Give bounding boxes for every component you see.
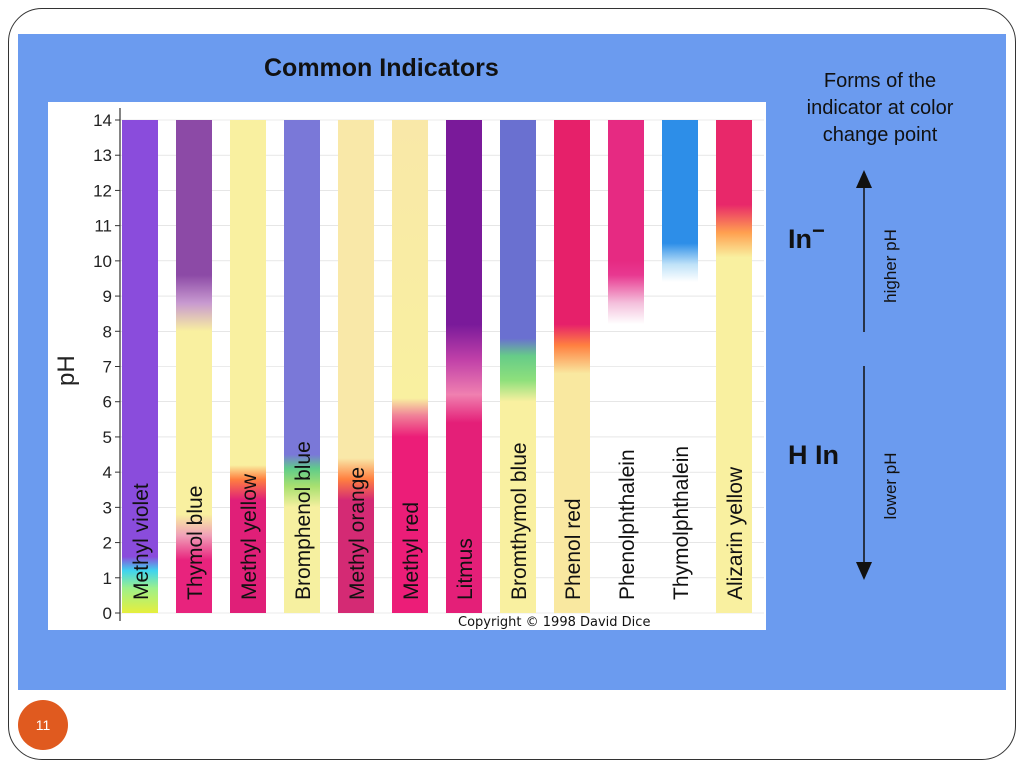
indicator-label: Methyl yellow [238, 473, 261, 600]
indicator-bar [122, 120, 158, 613]
indicator-label: Bromthymol blue [508, 442, 531, 600]
down-arrow-icon [856, 366, 872, 580]
y-tick-label: 9 [103, 287, 112, 306]
acid-form-label: H In [788, 440, 839, 470]
slide-number: 11 [18, 700, 68, 750]
indicator-bar [716, 120, 752, 613]
y-tick-label: 1 [103, 569, 112, 588]
chart-area: 0 1 2 3 4 5 6 7 8 9 10 11 12 13 14 Methyl violet Thymol… [48, 102, 766, 630]
indicator-bar [446, 120, 482, 613]
y-tick-label: 3 [103, 498, 112, 517]
indicator-bar [230, 120, 266, 613]
legend-title-line: Forms of the [823, 70, 937, 92]
up-arrow-icon [856, 170, 872, 332]
y-tick-label: 6 [103, 393, 112, 412]
y-tick-label: 4 [103, 463, 112, 482]
indicator-label: Methyl red [400, 502, 423, 600]
chart-title: Common Indicators [264, 54, 499, 82]
y-axis-label: pH [53, 355, 80, 386]
ionized-form-text: In [788, 224, 812, 254]
legend-title: Forms of the indicator at color change p… [775, 68, 985, 149]
copyright-text: Copyright © 1998 David Dice [458, 615, 650, 630]
y-tick-label: 7 [103, 358, 112, 377]
y-tick-label: 13 [93, 146, 112, 165]
indicator-label: Phenolphthalein [616, 449, 639, 600]
indicator-label: Bromphenol blue [292, 441, 315, 600]
indicator-bar [608, 120, 644, 325]
indicator-label: Litmus [454, 538, 477, 600]
ph-direction-arrows [856, 170, 872, 580]
y-tick-label: 10 [93, 252, 112, 271]
y-tick-label: 12 [93, 181, 112, 200]
lower-ph-label: lower pH [881, 452, 900, 520]
indicator-bar [392, 120, 428, 613]
legend-title-line: change point [822, 124, 938, 146]
y-tick-label: 2 [103, 534, 112, 553]
indicator-label: Methyl orange [346, 467, 369, 600]
y-tick-label: 11 [94, 217, 112, 236]
indicator-bar [554, 120, 590, 613]
ionized-form-label: In− [788, 218, 825, 255]
y-tick-label: 0 [103, 604, 112, 623]
indicator-label: Phenol red [562, 498, 585, 600]
indicator-bar [284, 120, 320, 613]
y-tick-label: 5 [103, 428, 112, 447]
y-tick-label: 8 [103, 322, 112, 341]
indicator-bar [176, 120, 212, 613]
ionized-charge: − [812, 218, 825, 243]
indicator-bar [662, 120, 698, 282]
indicator-label: Methyl violet [130, 483, 153, 600]
indicator-label: Thymol blue [184, 486, 207, 600]
legend-title-line: indicator at color [806, 97, 954, 119]
indicator-label: Alizarin yellow [724, 466, 747, 600]
indicator-bar [338, 120, 374, 613]
indicator-bar [500, 120, 536, 613]
higher-ph-label: higher pH [881, 229, 900, 303]
indicator-label: Thymolphthalein [670, 446, 693, 600]
y-tick-label: 14 [93, 111, 112, 130]
